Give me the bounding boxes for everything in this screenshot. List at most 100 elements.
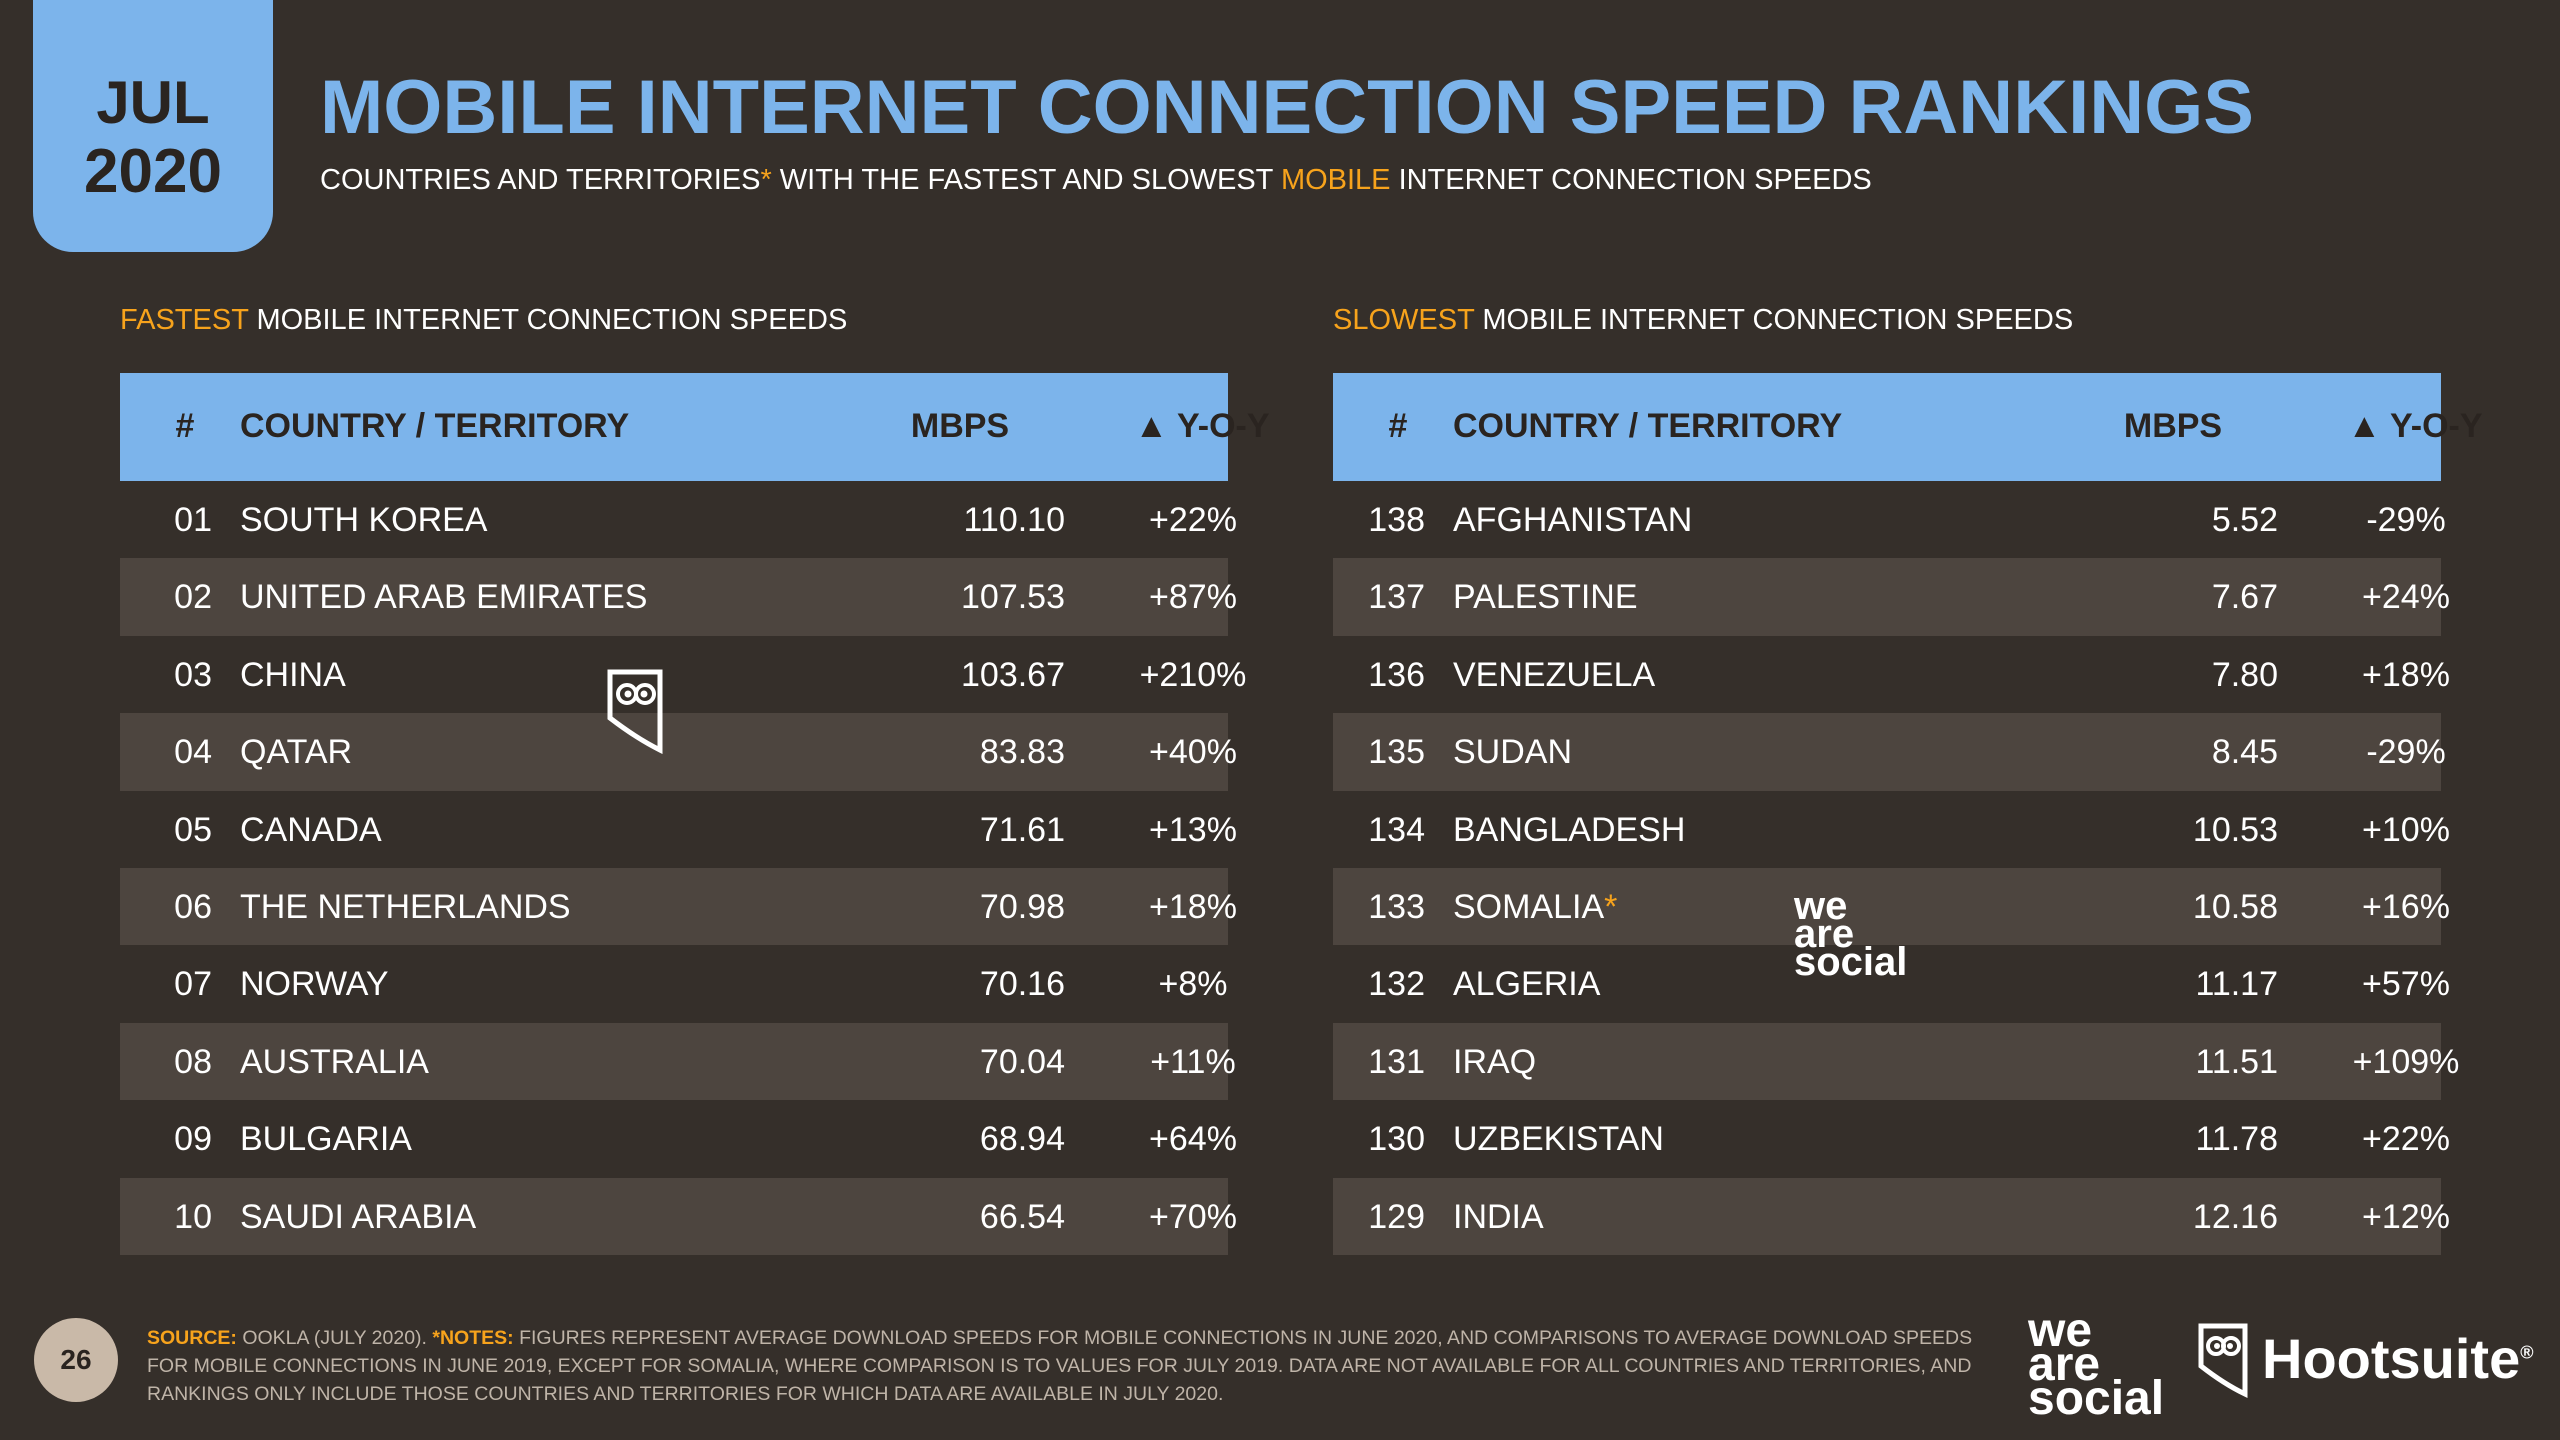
col-country-header: COUNTRY / TERRITORY (240, 407, 630, 445)
rank-cell: 134 (1368, 810, 1425, 849)
mbps-cell: 8.45 (2211, 733, 2278, 772)
fastest-label-highlight: FASTEST (120, 304, 249, 336)
yoy-cell: +70% (1149, 1197, 1237, 1236)
yoy-cell: +13% (1149, 810, 1237, 849)
country-cell: UNITED ARAB EMIRATES (240, 578, 648, 617)
country-cell: UZBEKISTAN (1453, 1120, 1664, 1159)
rank-cell: 138 (1368, 501, 1425, 539)
mbps-cell: 68.94 (979, 1120, 1065, 1159)
country-cell: AUSTRALIA (240, 1042, 429, 1081)
mbps-cell: 10.53 (2192, 810, 2278, 849)
table-row: 08 AUSTRALIA 70.04 +11% (120, 1022, 1236, 1101)
yoy-cell: +210% (1139, 655, 1247, 694)
hootsuite-logo: Hootsuite® (2262, 1326, 2533, 1391)
yoy-cell: +12% (2362, 1197, 2450, 1236)
mbps-cell: 11.17 (2195, 965, 2278, 1004)
table-row: 132 ALGERIA 11.17 +57% (1333, 945, 2450, 1022)
rank-cell: 06 (174, 887, 212, 926)
mbps-cell: 5.52 (2211, 501, 2278, 539)
country-cell: SOUTH KOREA (240, 501, 488, 539)
rank-cell: 135 (1368, 733, 1425, 772)
slowest-section-label: SLOWEST MOBILE INTERNET CONNECTION SPEED… (1333, 304, 2073, 337)
rank-cell: 132 (1368, 965, 1425, 1004)
country-cell: THE NETHERLANDS (240, 887, 571, 926)
table-row: 09 BULGARIA 68.94 +64% (120, 1100, 1237, 1177)
yoy-cell: +8% (1158, 965, 1228, 1004)
country-cell: NORWAY (240, 965, 389, 1004)
table-row: 138 AFGHANISTAN 5.52 -29% (1333, 481, 2445, 558)
table-row: 03 CHINA 103.67 +210% (120, 636, 1246, 713)
hootsuite-owl-icon (2198, 1323, 2248, 1398)
country-cell: IRAQ (1453, 1042, 1537, 1081)
country-cell: CHINA (240, 655, 346, 694)
yoy-cell: +16% (2362, 887, 2450, 926)
table-row: 133 SOMALIA* 10.58 +16% (1333, 867, 2450, 946)
yoy-cell: +40% (1149, 733, 1237, 772)
yoy-cell: -29% (2366, 501, 2446, 539)
yoy-cell: +10% (2362, 810, 2450, 849)
mbps-cell: 107.53 (961, 578, 1065, 617)
table-row: 129 INDIA 12.16 +12% (1333, 1177, 2450, 1255)
col-country-header: COUNTRY / TERRITORY (1453, 407, 1843, 445)
mbps-cell: 10.58 (2192, 887, 2278, 926)
rank-cell: 09 (174, 1120, 212, 1159)
logo-we: we (2028, 1304, 2093, 1357)
table-row: 130 UZBEKISTAN 11.78 +22% (1333, 1100, 2450, 1177)
fastest-table: # COUNTRY / TERRITORY MBPS ▲ Y-O-Y 01 SOU… (120, 373, 1270, 1255)
col-yoy-header: ▲ Y-O-Y (1134, 407, 1270, 445)
mbps-cell: 70.98 (979, 887, 1065, 926)
col-yoy-header: ▲ Y-O-Y (2347, 407, 2483, 445)
rank-cell: 137 (1368, 578, 1425, 617)
table-row: 07 NORWAY 70.16 +8% (120, 945, 1228, 1022)
owl-icon (607, 669, 663, 754)
rank-cell: 136 (1368, 655, 1425, 694)
yoy-cell: +87% (1149, 578, 1237, 617)
subtitle-highlight: MOBILE (1280, 164, 1391, 196)
country-cell: ALGERIA (1453, 965, 1601, 1004)
subtitle-part2: WITH THE FASTEST AND SLOWEST (771, 164, 1281, 196)
logo-social: social (2028, 1372, 2165, 1425)
country-cell: SUDAN (1453, 733, 1573, 772)
country-cell: SOMALIA* (1453, 888, 1617, 927)
mbps-cell: 11.51 (2195, 1042, 2278, 1081)
table-row: 131 IRAQ 11.51 +109% (1333, 1022, 2459, 1101)
mbps-cell: 70.16 (979, 965, 1065, 1004)
slowest-label-highlight: SLOWEST (1333, 304, 1475, 336)
rank-cell: 10 (174, 1197, 212, 1236)
rank-cell: 131 (1368, 1042, 1425, 1081)
country-cell: SAUDI ARABIA (240, 1197, 477, 1236)
mbps-cell: 7.67 (2211, 578, 2278, 617)
mbps-cell: 7.80 (2211, 655, 2278, 694)
table-header: # COUNTRY / TERRITORY MBPS ▲ Y-O-Y (1333, 373, 2483, 481)
fastest-label-rest: MOBILE INTERNET CONNECTION SPEEDS (248, 304, 848, 336)
table-row: 01 SOUTH KOREA 110.10 +22% (120, 481, 1237, 558)
table-row: 05 CANADA 71.61 +13% (120, 791, 1237, 868)
rank-cell: 05 (174, 810, 212, 849)
source-text: OOKLA (JULY 2020). (236, 1327, 433, 1349)
country-cell: CANADA (240, 810, 382, 849)
table-row: 02 UNITED ARAB EMIRATES 107.53 +87% (120, 558, 1237, 636)
rank-cell: 04 (174, 733, 212, 772)
rank-cell: 03 (174, 655, 212, 694)
we-are-social-watermark: we are social (1794, 886, 1908, 984)
notes-text: FIGURES REPRESENT AVERAGE DOWNLOAD SPEED… (147, 1327, 1973, 1405)
mbps-cell: 12.16 (2192, 1197, 2278, 1236)
yoy-cell: +18% (2362, 655, 2450, 694)
source-notes: SOURCE: OOKLA (JULY 2020). *NOTES: FIGUR… (147, 1324, 1987, 1408)
rank-cell: 07 (174, 965, 212, 1004)
yoy-cell: +22% (2362, 1120, 2450, 1159)
rank-cell: 01 (174, 501, 212, 539)
col-rank-header: # (175, 407, 195, 445)
country-cell: AFGHANISTAN (1453, 501, 1693, 539)
rank-cell: 02 (174, 578, 212, 617)
hootsuite-wordmark: Hootsuite (2262, 1327, 2521, 1390)
yoy-cell: +64% (1149, 1120, 1237, 1159)
country-cell: PALESTINE (1453, 578, 1638, 617)
table-row: 135 SUDAN 8.45 -29% (1333, 713, 2446, 791)
subtitle-asterisk: * (760, 164, 772, 196)
footnote-asterisk: * (1604, 887, 1618, 926)
yoy-cell: +11% (1150, 1042, 1236, 1081)
country-cell: BANGLADESH (1453, 810, 1686, 849)
rank-cell: 130 (1368, 1120, 1425, 1159)
logo-social: social (1794, 940, 1908, 984)
